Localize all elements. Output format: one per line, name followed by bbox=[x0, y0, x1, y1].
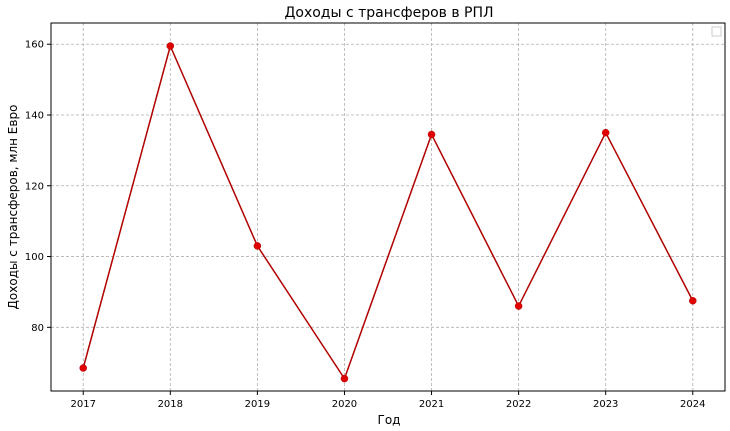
y-tick-label: 120 bbox=[25, 181, 44, 192]
series-line bbox=[82, 45, 694, 380]
data-point bbox=[601, 128, 610, 137]
data-point bbox=[253, 242, 262, 250]
legend-box bbox=[711, 26, 722, 37]
data-point bbox=[79, 364, 87, 372]
series-layer bbox=[79, 42, 697, 383]
y-tick-label: 160 bbox=[25, 40, 44, 51]
data-point bbox=[514, 302, 523, 310]
y-tick-label: 80 bbox=[31, 323, 44, 334]
y-tick-label: 100 bbox=[25, 252, 44, 263]
grid-lines bbox=[51, 23, 725, 391]
x-axis-label: Год bbox=[378, 413, 401, 427]
data-point bbox=[166, 42, 175, 50]
data-point bbox=[427, 130, 436, 139]
x-tick-label: 2018 bbox=[158, 399, 183, 410]
x-tick-label: 2022 bbox=[506, 399, 531, 410]
data-point bbox=[689, 297, 697, 305]
plot-frame bbox=[50, 22, 726, 392]
x-tick-label: 2017 bbox=[70, 399, 95, 410]
x-tick-label: 2021 bbox=[419, 399, 444, 410]
x-tick-label: 2020 bbox=[332, 399, 357, 410]
y-tick-label: 140 bbox=[25, 111, 44, 122]
x-tick-label: 2023 bbox=[593, 399, 618, 410]
data-point bbox=[340, 374, 349, 383]
y-axis-label: Доходы с трансферов, млн Евро bbox=[6, 105, 20, 310]
chart-title: Доходы с трансферов в РПЛ bbox=[284, 5, 493, 21]
x-axis: 2017 2018 2019 2020 2021 2022 2023 2024 bbox=[70, 391, 706, 410]
y-axis: 80 100 120 140 160 bbox=[25, 40, 51, 334]
x-tick-label: 2024 bbox=[680, 399, 705, 410]
x-tick-label: 2019 bbox=[245, 399, 270, 410]
